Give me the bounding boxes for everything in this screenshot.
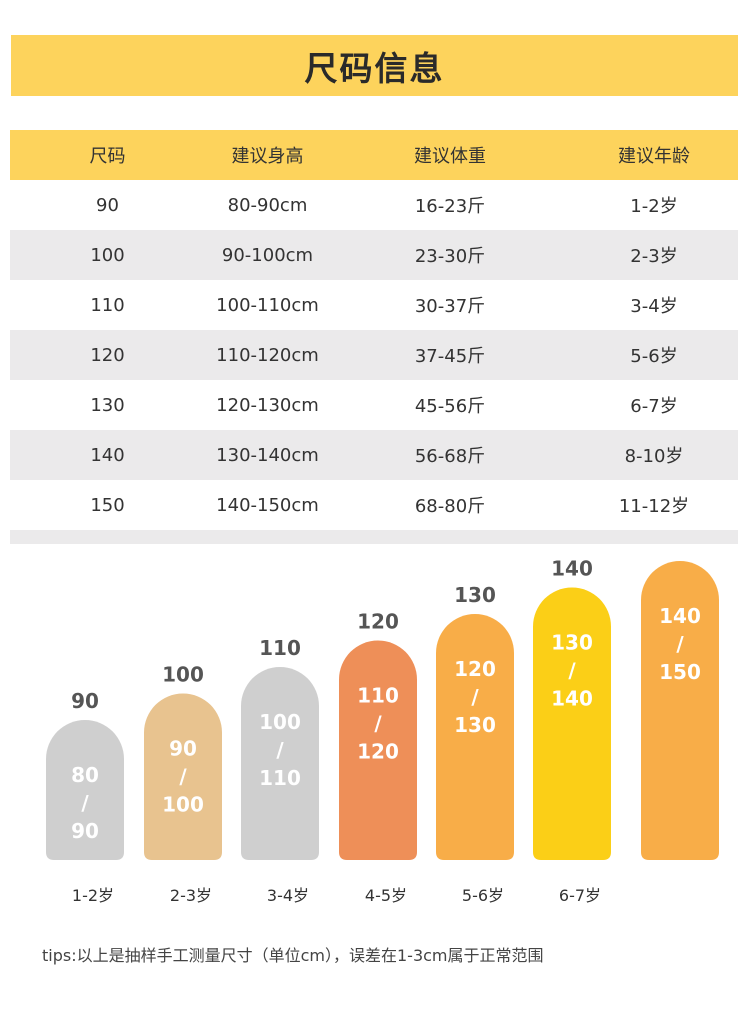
bar-age-label: 2-3岁: [170, 886, 212, 905]
cell-height: 140-150cm: [216, 494, 319, 516]
cell-weight: 45-56斤: [414, 396, 486, 417]
bar-range-label: /: [471, 685, 479, 709]
cell-weight: 68-80斤: [414, 496, 486, 517]
cell-age: 5-6岁: [630, 346, 678, 367]
table-row: 130 120-130cm 45-56斤 6-7岁: [10, 380, 738, 430]
cell-size: 120: [90, 344, 125, 366]
bar-value-label: 100: [162, 663, 204, 687]
bar-age-label: 3-4岁: [267, 886, 309, 905]
cell-height: 120-130cm: [216, 394, 319, 416]
title-bar: 尺码信息: [11, 35, 738, 96]
cell-weight: 30-37斤: [414, 296, 486, 317]
cell-age: 3-4岁: [630, 296, 678, 317]
bar-range-label: 100: [162, 793, 204, 817]
bar-value-label: 130: [454, 583, 496, 607]
cell-size: 110: [90, 294, 125, 316]
cell-age: 1-2岁: [630, 196, 678, 217]
cell-size: 150: [90, 494, 125, 516]
bar-range-label: 100: [259, 710, 301, 734]
bar-range-label: 140: [551, 687, 593, 711]
bar-value-label: 90: [71, 689, 99, 713]
table-footer-divider: [10, 530, 738, 544]
table-row: 110 100-110cm 30-37斤 3-4岁: [10, 280, 738, 330]
bar-value-label: 110: [259, 636, 301, 660]
bar-range-label: 110: [357, 684, 399, 708]
bar-age-label: 6-7岁: [559, 886, 601, 905]
bar-size-110: [241, 667, 319, 860]
bar-range-label: 110: [259, 766, 301, 790]
table-row: 90 80-90cm 16-23斤 1-2岁: [10, 180, 738, 230]
cell-size: 130: [90, 394, 125, 416]
cell-size: 90: [96, 194, 119, 216]
bar-range-label: /: [81, 791, 89, 815]
bar-value-label: 120: [357, 610, 399, 634]
bar-range-label: /: [276, 738, 284, 762]
cell-size: 100: [90, 244, 125, 266]
cell-height: 110-120cm: [216, 344, 319, 366]
cell-age: 2-3岁: [630, 246, 678, 267]
bar-range-label: 120: [454, 657, 496, 681]
bar-age-label: 5-6岁: [462, 886, 504, 905]
bar-size-100: [144, 693, 222, 860]
table-row: 100 90-100cm 23-30斤 2-3岁: [10, 230, 738, 280]
bar-age-label: 4-5岁: [365, 886, 407, 905]
bar-range-label: 120: [357, 740, 399, 764]
bar-size-140: [533, 587, 611, 860]
bar-size-120: [339, 640, 417, 860]
size-table: 尺码 建议身高 建议体重 建议年龄 90 80-90cm 16-23斤 1-2岁…: [10, 130, 738, 544]
bar-size-150: [641, 561, 719, 860]
bar-size-90: [46, 720, 124, 860]
cell-height: 130-140cm: [216, 444, 319, 466]
bar-range-label: 80: [71, 763, 99, 787]
table-row: 150 140-150cm 68-80斤 11-12岁: [10, 480, 738, 530]
table-header: 尺码 建议身高 建议体重 建议年龄: [10, 130, 738, 180]
cell-age: 6-7岁: [630, 396, 678, 417]
size-chart-svg: 90 80 / 90 1-2岁 100 90 / 100 2-3岁 110 100 / 110 3-4岁 12…: [46, 560, 719, 905]
table-row: 140 130-140cm 56-68斤 8-10岁: [10, 430, 738, 480]
table-row: 120 110-120cm 37-45斤 5-6岁: [10, 330, 738, 380]
cell-weight: 37-45斤: [414, 346, 486, 367]
cell-height: 90-100cm: [221, 244, 314, 266]
cell-weight: 16-23斤: [414, 196, 486, 217]
cell-age: 8-10岁: [624, 446, 684, 467]
header-age: 建议年龄: [618, 146, 690, 167]
cell-age: 11-12岁: [618, 496, 690, 517]
bar-range-label: 90: [169, 737, 197, 761]
size-chart: 90 80 / 90 1-2岁 100 90 / 100 2-3岁 110 100 / 110 3-4岁 12…: [0, 560, 750, 920]
cell-height: 100-110cm: [216, 294, 319, 316]
bar-range-label: /: [676, 632, 684, 656]
tips-note: tips:以上是抽样手工测量尺寸（单位cm），误差在1-3cm属于正常范围: [42, 946, 544, 965]
cell-weight: 56-68斤: [414, 446, 486, 467]
bar-range-label: /: [568, 659, 576, 683]
bar-range-label: 90: [71, 819, 99, 843]
bar-range-label: /: [179, 765, 187, 789]
cell-size: 140: [90, 444, 125, 466]
bar-range-label: 140: [659, 604, 701, 628]
header-height: 建议身高: [231, 146, 304, 167]
bar-range-label: 150: [659, 660, 701, 684]
bar-size-130: [436, 614, 514, 860]
bar-value-label: 140: [551, 560, 593, 581]
page-title: 尺码信息: [304, 48, 445, 88]
bar-age-label: 1-2岁: [72, 886, 114, 905]
header-weight: 建议体重: [414, 146, 486, 167]
header-size: 尺码: [89, 146, 126, 167]
bar-range-label: /: [374, 712, 382, 736]
bar-range-label: 130: [551, 631, 593, 655]
bar-range-label: 130: [454, 713, 496, 737]
cell-height: 80-90cm: [227, 194, 308, 216]
cell-weight: 23-30斤: [414, 246, 486, 267]
